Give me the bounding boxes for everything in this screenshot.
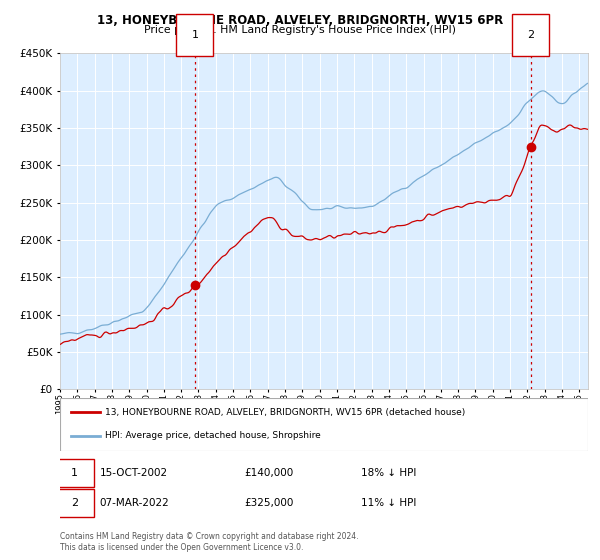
- FancyBboxPatch shape: [60, 398, 588, 451]
- Text: Price paid vs. HM Land Registry's House Price Index (HPI): Price paid vs. HM Land Registry's House …: [144, 25, 456, 35]
- Text: 13, HONEYBOURNE ROAD, ALVELEY, BRIDGNORTH, WV15 6PR: 13, HONEYBOURNE ROAD, ALVELEY, BRIDGNORT…: [97, 14, 503, 27]
- Text: 15-OCT-2002: 15-OCT-2002: [100, 468, 168, 478]
- FancyBboxPatch shape: [55, 489, 94, 517]
- Text: £140,000: £140,000: [245, 468, 294, 478]
- Text: 1: 1: [71, 468, 78, 478]
- Text: 07-MAR-2022: 07-MAR-2022: [100, 498, 169, 508]
- Text: 13, HONEYBOURNE ROAD, ALVELEY, BRIDGNORTH, WV15 6PR (detached house): 13, HONEYBOURNE ROAD, ALVELEY, BRIDGNORT…: [105, 408, 465, 417]
- Text: £325,000: £325,000: [245, 498, 294, 508]
- Text: 18% ↓ HPI: 18% ↓ HPI: [361, 468, 416, 478]
- Text: 11% ↓ HPI: 11% ↓ HPI: [361, 498, 416, 508]
- Text: Contains HM Land Registry data © Crown copyright and database right 2024.
This d: Contains HM Land Registry data © Crown c…: [60, 532, 359, 552]
- FancyBboxPatch shape: [55, 459, 94, 487]
- Text: 1: 1: [191, 30, 199, 40]
- Text: 2: 2: [527, 30, 534, 40]
- Text: 2: 2: [71, 498, 78, 508]
- Text: HPI: Average price, detached house, Shropshire: HPI: Average price, detached house, Shro…: [105, 431, 320, 440]
